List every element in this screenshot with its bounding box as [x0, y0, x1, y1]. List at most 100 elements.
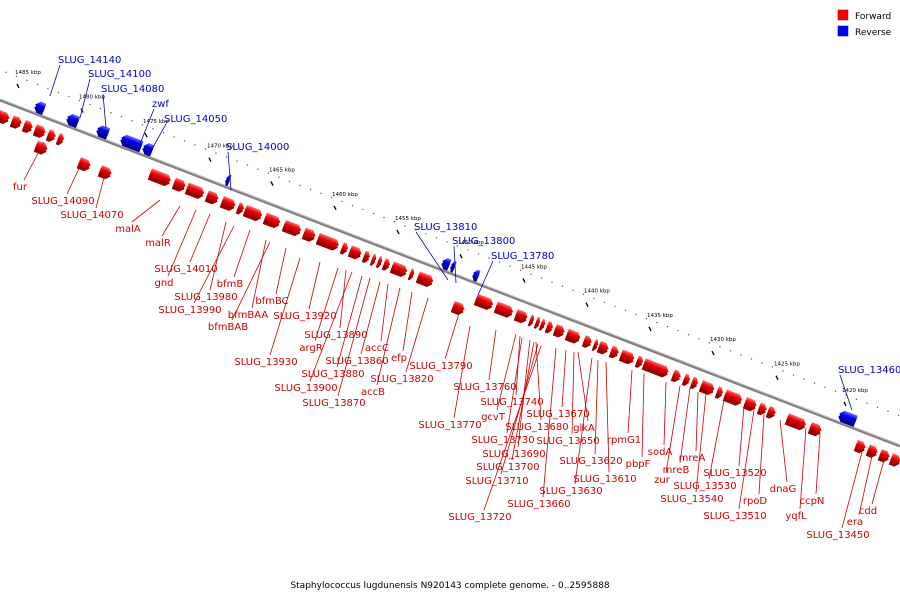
- scale-tick-label: 1425 kbp: [774, 362, 800, 368]
- scale-dot: [530, 273, 532, 275]
- gene-label-text: SLUG_13980: [174, 292, 237, 303]
- gene-label-slug_13990: SLUG_13990: [158, 225, 235, 316]
- gene-label-text: rpmG1: [607, 435, 641, 446]
- scale-dot: [708, 342, 711, 344]
- scale-tick: [144, 132, 148, 138]
- gene-body: [35, 101, 47, 113]
- reverse-gene: [34, 101, 47, 116]
- scale-dot: [299, 184, 301, 187]
- scale-tick: [775, 375, 779, 381]
- scale-dot: [740, 354, 742, 356]
- gene-body: [597, 341, 609, 352]
- gene-label-text: SLUG_13990: [158, 305, 221, 316]
- forward-gene: [381, 258, 390, 271]
- forward-gene: [347, 245, 362, 260]
- scale-tick-label: 1475 kbp: [143, 119, 169, 125]
- gene-label-mrea: mreA: [679, 391, 705, 464]
- scale-dot: [761, 362, 763, 364]
- gene-body: [22, 119, 33, 131]
- gene-body: [866, 444, 878, 456]
- forward-gene: [415, 271, 434, 287]
- gene-label-bfmbc: bfmBC: [255, 247, 289, 307]
- forward-gene: [698, 380, 715, 396]
- leader-line: [841, 451, 863, 529]
- forward-gene: [219, 196, 236, 211]
- scale-dot: [782, 370, 784, 372]
- scale-dot: [362, 208, 364, 211]
- leader-line: [483, 345, 542, 511]
- gene-label-text: SLUG_13790: [409, 361, 472, 372]
- leader-line: [453, 325, 471, 419]
- scale-tick-label: 1455 kbp: [395, 216, 421, 222]
- leader-line: [594, 359, 599, 455]
- forward-gene: [301, 227, 316, 242]
- scale-dot: [152, 128, 154, 130]
- scale-dot: [341, 200, 343, 203]
- gene-label-slug_13610: SLUG_13610: [573, 361, 637, 485]
- gene-label-bfmb: bfmB: [217, 229, 251, 290]
- scale-tick-label: 1470 kbp: [207, 144, 233, 150]
- scale-tick-label: 1460 kbp: [332, 192, 358, 198]
- gene-label-slug_13660: SLUG_13660: [507, 347, 571, 510]
- gene-label-text: SLUG_14090: [31, 196, 94, 207]
- forward-gene: [618, 349, 635, 365]
- leader-line: [799, 427, 807, 510]
- gene-label-slug_13820: SLUG_13820: [370, 297, 434, 385]
- scale-dot: [729, 350, 732, 352]
- forward-gene: [147, 168, 171, 187]
- scale-dot: [57, 91, 60, 94]
- gene-body: [682, 373, 690, 384]
- leader-line: [708, 399, 725, 480]
- forward-gene: [670, 369, 681, 383]
- gene-label-text: efp: [391, 353, 407, 364]
- gene-body: [416, 271, 434, 285]
- gene-label-slug_14140: SLUG_14140: [49, 55, 121, 97]
- forward-gene: [608, 345, 619, 359]
- leader-line: [231, 241, 271, 321]
- gene-body: [699, 380, 715, 393]
- reverse-gene: [225, 174, 232, 187]
- leader-line: [695, 393, 707, 493]
- scale-dot: [834, 390, 837, 392]
- reverse-gene: [120, 134, 144, 153]
- gene-label-text: SLUG_13770: [418, 420, 481, 431]
- scale-dot: [750, 358, 753, 360]
- scale-dot: [446, 241, 448, 243]
- gene-label-text: SLUG_13540: [660, 494, 723, 505]
- leader-line: [511, 341, 535, 461]
- gene-label-text: SLUG_14070: [60, 210, 123, 221]
- leader-line: [477, 260, 494, 296]
- scale-tick: [843, 401, 847, 407]
- gene-label-text: SLUG_13870: [302, 398, 365, 409]
- legend-forward-swatch: [837, 9, 849, 21]
- gene-label-text: rpoD: [743, 496, 768, 507]
- gene-label-text: SLUG_13650: [536, 436, 599, 447]
- scale-dot: [15, 75, 18, 78]
- scale-dot: [866, 402, 868, 405]
- scale-dot: [183, 140, 186, 142]
- gene-label-gnd: gnd: [154, 209, 197, 289]
- gene-label-slug_13860: SLUG_13860: [325, 281, 389, 367]
- leader-line: [151, 123, 167, 150]
- gene-label-text: SLUG_13700: [476, 462, 539, 473]
- forward-gene: [32, 124, 46, 138]
- gene-label-accc: accC: [365, 283, 389, 354]
- scale-dot: [488, 257, 490, 259]
- scale-dot: [467, 249, 469, 251]
- leader-line: [139, 108, 155, 145]
- forward-gene: [564, 328, 581, 344]
- gene-label-cdd: cdd: [859, 459, 885, 517]
- gene-features: [0, 101, 900, 467]
- gene-body: [451, 300, 465, 313]
- gene-body: [494, 301, 514, 315]
- scale-dot: [614, 305, 616, 308]
- forward-gene: [784, 413, 807, 431]
- forward-gene: [281, 219, 302, 237]
- gene-label-text: sodA: [648, 447, 673, 458]
- scale-dot: [855, 398, 858, 400]
- gene-body: [808, 422, 822, 434]
- gene-label-slug_13520: SLUG_13520: [703, 405, 767, 479]
- leader-line: [858, 455, 873, 516]
- scale-dot: [278, 176, 280, 178]
- gene-label-slug_14080: SLUG_14080: [101, 84, 164, 129]
